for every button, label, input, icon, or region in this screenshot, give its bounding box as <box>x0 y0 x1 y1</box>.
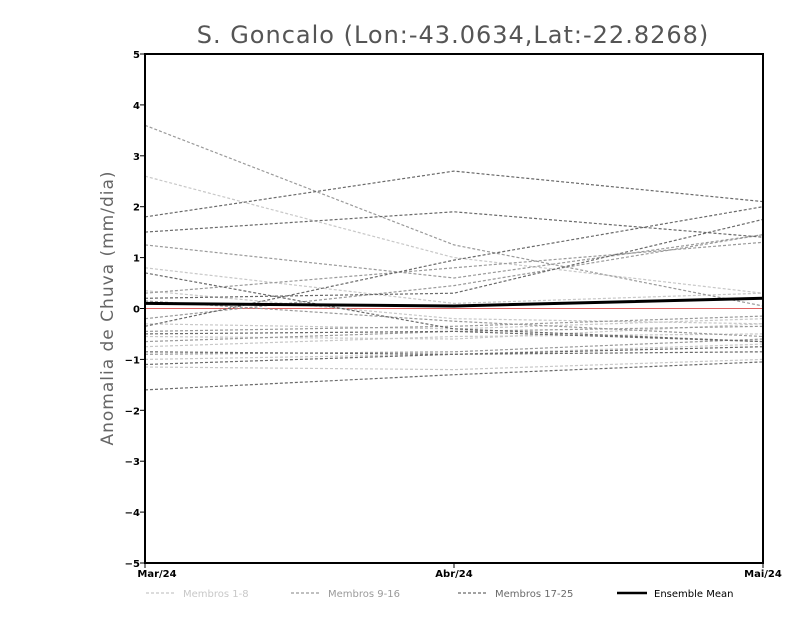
member-line-16 <box>144 338 764 355</box>
member-line-17 <box>144 170 764 218</box>
member-line-8 <box>144 358 764 371</box>
x-tick-label: Abr/24 <box>435 569 472 580</box>
member-line-5 <box>144 323 764 340</box>
y-tick-label: −2 <box>125 406 140 417</box>
member-line-24 <box>144 351 764 366</box>
member-line-10 <box>144 234 764 279</box>
x-tick-label: Mar/24 <box>137 569 176 580</box>
x-tick-label: Mai/24 <box>744 569 782 580</box>
member-line-19 <box>144 272 764 343</box>
member-line-7 <box>144 343 764 360</box>
member-line-18 <box>144 211 764 238</box>
member-line-25 <box>144 361 764 391</box>
y-tick-label: −4 <box>125 508 140 519</box>
ensemble-mean-line <box>144 296 764 308</box>
y-tick-label: 0 <box>133 305 140 316</box>
y-tick-label: 4 <box>133 101 140 112</box>
y-tick-label: −1 <box>125 355 140 366</box>
y-tick-label: 2 <box>133 203 140 214</box>
member-line-23 <box>144 346 764 355</box>
member-line-2 <box>144 267 764 305</box>
legend-label: Membros 1-8 <box>183 589 249 600</box>
member-line-12 <box>144 300 764 338</box>
legend-label: Membros 17-25 <box>495 589 573 600</box>
member-line-9 <box>144 124 764 307</box>
member-line-15 <box>144 325 764 343</box>
member-line-6 <box>144 333 764 348</box>
member-line-14 <box>144 315 764 332</box>
y-axis: 5 4 3 2 1 0 −1 −2 −3 −4 −5 <box>125 50 145 570</box>
y-tick-label: 5 <box>133 50 140 61</box>
legend: Membros 1-8 Membros 9-16 Membros 17-25 Ense… <box>146 589 733 600</box>
y-tick-label: −3 <box>125 457 140 468</box>
chart-title: S. Goncalo (Lon:-43.0634,Lat:-22.8268) <box>197 21 710 49</box>
y-axis-label: Anomalia de Chuva (mm/dia) <box>98 170 118 445</box>
y-tick-label: 1 <box>133 254 140 265</box>
legend-label: Membros 9-16 <box>328 589 400 600</box>
member-line-4 <box>144 318 764 330</box>
x-axis: Mar/24 Abr/24 Mai/24 <box>137 563 782 580</box>
series-layer <box>144 124 764 391</box>
member-line-11 <box>144 241 764 294</box>
y-tick-label: −5 <box>125 559 140 570</box>
member-line-22 <box>144 330 764 343</box>
legend-label: Ensemble Mean <box>654 589 733 600</box>
y-tick-label: 3 <box>133 152 140 163</box>
member-line-1 <box>144 175 764 294</box>
member-line-13 <box>144 234 764 320</box>
member-line-20 <box>144 218 764 299</box>
